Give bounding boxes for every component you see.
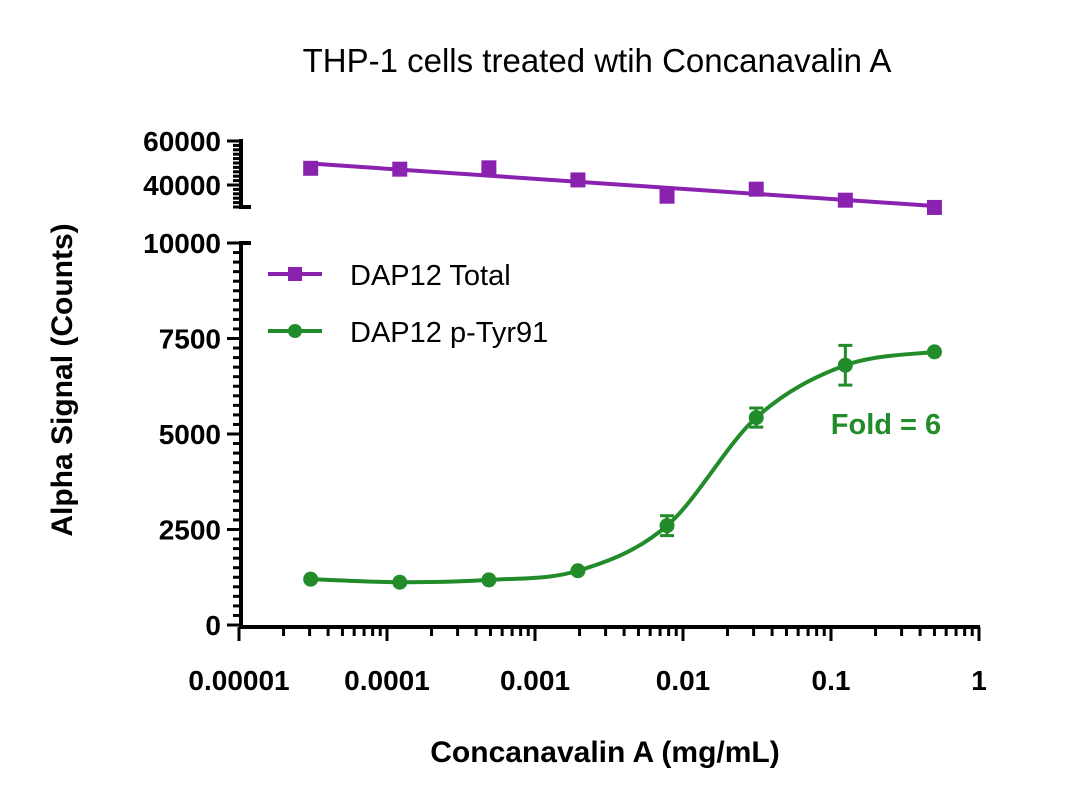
legend: DAP12 Total DAP12 p-Tyr91 bbox=[268, 260, 548, 349]
ptyr-fit-curve bbox=[310, 349, 935, 585]
y-tick-label: 5000 bbox=[159, 419, 221, 450]
legend-label-total: DAP12 Total bbox=[350, 260, 511, 292]
x-axis-label: Concanavalin A (mg/mL) bbox=[430, 736, 779, 769]
x-tick-label: 0.1 bbox=[812, 665, 851, 696]
legend-label-ptyr: DAP12 p-Tyr91 bbox=[350, 317, 548, 349]
y-tick-label: 7500 bbox=[159, 324, 221, 355]
y-tick-label: 60000 bbox=[143, 126, 221, 157]
total-point bbox=[748, 181, 764, 197]
total-fit-line bbox=[310, 161, 935, 209]
total-point bbox=[570, 172, 586, 188]
total-point bbox=[303, 160, 319, 176]
x-tick-label: 1 bbox=[971, 665, 987, 696]
chart-title: THP-1 cells treated wtih Concanavalin A bbox=[303, 42, 892, 79]
ptyr-point bbox=[837, 357, 853, 373]
total-point bbox=[392, 161, 408, 177]
ptyr-point bbox=[659, 518, 675, 534]
x-tick-label: 0.00001 bbox=[188, 665, 289, 696]
x-tick-label: 0.0001 bbox=[344, 665, 430, 696]
total-point bbox=[659, 188, 675, 204]
x-tick-label: 0.001 bbox=[500, 665, 570, 696]
y-tick-label: 40000 bbox=[143, 170, 221, 201]
axes: 0 2500 5000 7500 10000 40000 60000 0.00001 0.000… bbox=[143, 126, 987, 696]
legend-marker-total bbox=[288, 267, 302, 281]
ptyr-point bbox=[926, 344, 942, 360]
total-point bbox=[481, 160, 497, 176]
ptyr-point bbox=[748, 410, 764, 426]
fold-annotation: Fold = 6 bbox=[831, 409, 941, 441]
marks bbox=[303, 160, 942, 590]
y-axis-label: Alpha Signal (Counts) bbox=[46, 223, 79, 536]
x-tick-label: 0.01 bbox=[656, 665, 711, 696]
y-tick-label: 2500 bbox=[159, 515, 221, 546]
ptyr-point bbox=[303, 571, 319, 587]
legend-marker-ptyr bbox=[288, 324, 302, 338]
total-point bbox=[837, 192, 853, 208]
ptyr-point bbox=[570, 563, 586, 579]
ptyr-point bbox=[481, 572, 497, 588]
total-point bbox=[926, 199, 942, 215]
y-tick-label: 10000 bbox=[143, 228, 221, 259]
y-tick-label: 0 bbox=[205, 610, 221, 641]
ptyr-point bbox=[392, 574, 408, 590]
